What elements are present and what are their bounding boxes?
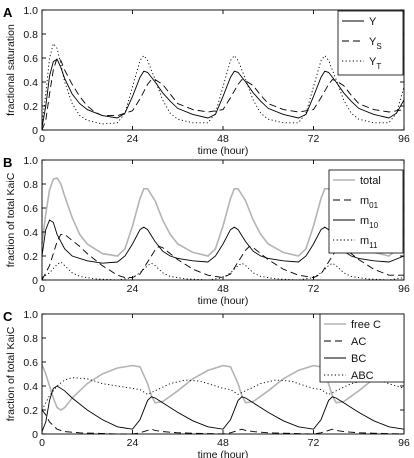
legend-box [319, 313, 405, 383]
panel-letter: C [3, 309, 13, 324]
series-line-abc [41, 377, 405, 411]
legend-label-subscript: 01 [369, 201, 378, 210]
series-line-ys [41, 57, 405, 131]
legend-label: free C [351, 319, 381, 331]
x-tick-label: 72 [308, 133, 320, 145]
x-tick-label: 48 [217, 283, 229, 295]
y-tick-label: 0.2 [23, 251, 38, 263]
x-tick-label: 72 [308, 283, 320, 295]
y-axis-label: fraction of total KaiC [5, 172, 17, 267]
series-line-free-c [41, 364, 405, 411]
legend-label-subscript: 11 [369, 241, 378, 250]
x-axis-label: time (hour) [198, 449, 249, 458]
panel-a: 0 24 48 72 96 0 0.2 0.4 0.6 0.8 1.0 time (hour) frac… [3, 5, 410, 157]
x-tick-label: 0 [39, 437, 45, 449]
x-axis-label: time (hour) [198, 145, 249, 157]
y-tick-label: 0.6 [23, 203, 38, 215]
legend-box [337, 10, 404, 76]
legend-label: BC [351, 353, 366, 365]
legend-label-subscript: 10 [369, 221, 378, 230]
legend-label-subscript: S [376, 42, 381, 51]
x-tick-label: 48 [217, 437, 229, 449]
y-axis-label: fractional saturation [5, 24, 17, 116]
y-tick-label: 1.0 [23, 309, 38, 321]
legend-box [328, 169, 404, 254]
y-tick-label: 0.6 [23, 53, 38, 65]
y-tick-label: 0.4 [23, 227, 38, 239]
legend-label: AC [351, 336, 366, 348]
x-tick-label: 96 [398, 133, 410, 145]
y-tick-label: 0.2 [23, 101, 38, 113]
y-tick-label: 0.8 [23, 29, 38, 41]
y-tick-label: 0 [32, 275, 38, 287]
x-axis-label: time (hour) [198, 295, 249, 307]
x-tick-label: 24 [127, 437, 139, 449]
legend-label: ABC [351, 370, 374, 382]
panel-c: 0 24 48 72 96 0 0.2 0.4 0.6 0.8 1.0 time (hour) frac… [3, 309, 410, 458]
y-tick-label: 0 [32, 125, 38, 137]
series-line-m10 [41, 219, 405, 264]
y-tick-label: 0 [32, 429, 38, 441]
x-tick-label: 24 [127, 133, 139, 145]
series-line-total [41, 177, 405, 257]
panel-b: 0 24 48 72 96 0 0.2 0.4 0.6 0.8 1.0 time (hour) frac… [3, 155, 410, 307]
y-tick-label: 0.4 [23, 77, 38, 89]
legend-label: Y [369, 16, 377, 28]
x-tick-label: 96 [398, 437, 410, 449]
x-tick-label: 96 [398, 283, 410, 295]
series-line-y [41, 58, 405, 128]
panel-letter: A [3, 5, 13, 20]
x-tick-label: 24 [127, 283, 139, 295]
legend: free C AC BC ABC [319, 313, 405, 383]
legend-label: total [360, 175, 381, 187]
series-line-bc [41, 385, 405, 432]
y-tick-label: 0.6 [23, 357, 38, 369]
x-tick-label: 0 [39, 133, 45, 145]
x-tick-label: 48 [217, 133, 229, 145]
y-axis-label: fraction of total KaiC [5, 326, 17, 421]
y-tick-label: 0.8 [23, 179, 38, 191]
x-tick-label: 72 [308, 437, 320, 449]
y-tick-label: 1.0 [23, 155, 38, 167]
legend-label-subscript: T [376, 62, 381, 71]
panel-letter: B [3, 155, 12, 170]
y-tick-label: 0.4 [23, 381, 38, 393]
y-tick-label: 0.8 [23, 333, 38, 345]
y-tick-label: 0.2 [23, 405, 38, 417]
x-tick-label: 0 [39, 283, 45, 295]
y-tick-label: 1.0 [23, 5, 38, 17]
